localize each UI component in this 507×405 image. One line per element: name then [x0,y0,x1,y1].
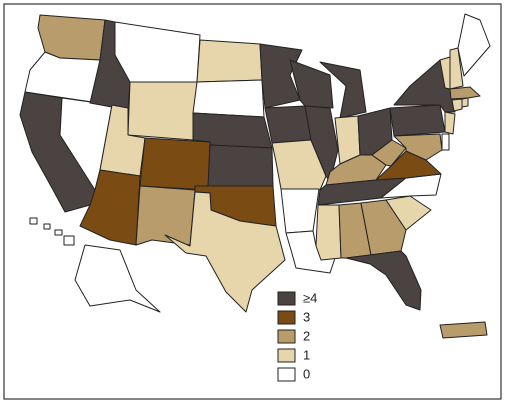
state [393,133,443,161]
state [441,133,450,151]
legend-label: 2 [303,328,310,343]
state [444,111,456,135]
state [439,321,488,339]
state [79,169,141,246]
states [19,13,491,339]
state [451,98,463,112]
state [196,39,263,83]
state [371,139,407,167]
legend-swatch [277,329,296,344]
state [192,79,265,118]
state [285,230,337,274]
state [74,244,161,313]
state [315,204,342,261]
state [114,21,201,83]
state [280,188,320,234]
state [207,144,274,187]
state [29,217,75,246]
legend-swatch [277,310,296,325]
legend-label: 3 [303,309,310,324]
legend-label: ≥4 [303,290,317,305]
legend-swatch [277,348,296,363]
state [389,104,446,137]
state [164,191,286,313]
frame [3,3,502,400]
state [449,86,481,100]
state [461,97,469,108]
state [449,47,464,90]
state [127,81,198,141]
legend-swatch [277,367,296,382]
state [457,13,491,77]
state [380,173,442,199]
legend-label: 1 [303,347,310,362]
legend-label: 0 [303,366,310,381]
state [139,137,211,191]
legend: ≥4 3 2 1 0 [277,290,317,382]
legend-swatch [277,291,296,306]
state [135,185,196,246]
state [345,250,422,311]
state [385,195,432,231]
state [264,105,312,144]
state [319,61,367,119]
